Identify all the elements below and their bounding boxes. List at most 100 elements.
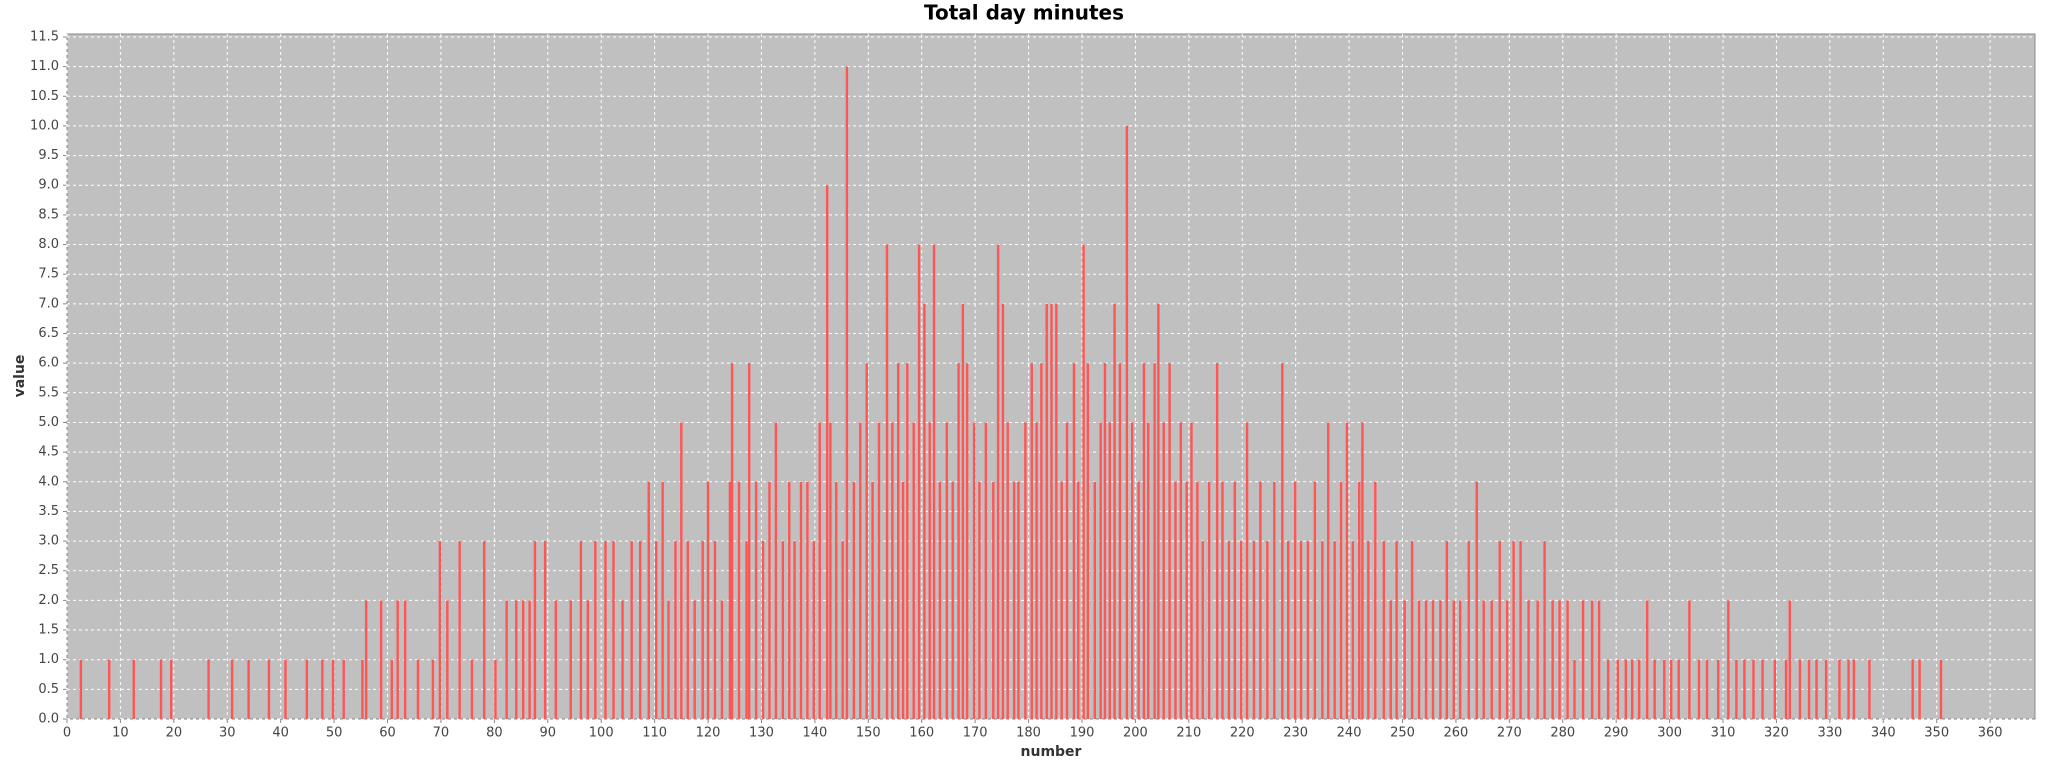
bar [1410, 541, 1414, 719]
bar [379, 600, 383, 719]
y-tick-label: 0.5 [38, 682, 59, 697]
x-tick-label: 110 [642, 726, 667, 741]
bar [1055, 303, 1058, 719]
bar [1137, 481, 1140, 719]
x-tick-label: 210 [1176, 726, 1201, 741]
bar [1697, 659, 1701, 719]
bar [996, 244, 1000, 719]
bar [1382, 541, 1386, 719]
bar [79, 659, 83, 719]
bar [871, 481, 874, 719]
bar [438, 541, 442, 719]
x-tick-label: 220 [1230, 726, 1255, 741]
bar [1788, 600, 1792, 719]
y-tick-label: 3.5 [38, 504, 59, 519]
bar [957, 363, 960, 719]
bar [1286, 541, 1290, 719]
x-tick-label: 280 [1550, 726, 1575, 741]
bar [1259, 481, 1262, 719]
bar [1157, 303, 1160, 719]
bar [1784, 659, 1788, 719]
bar [1374, 481, 1377, 719]
bar [1118, 363, 1122, 719]
bar [1551, 600, 1554, 719]
bar [1245, 422, 1249, 719]
x-tick-label: 330 [1817, 726, 1842, 741]
bar [528, 600, 531, 719]
bar [1752, 659, 1755, 719]
bar [961, 303, 965, 719]
bar [458, 541, 461, 719]
bar [1631, 659, 1634, 719]
bar [754, 481, 758, 719]
bar [1717, 659, 1720, 719]
y-tick-label: 5.0 [38, 415, 59, 430]
bar [431, 659, 435, 719]
bar [604, 541, 607, 719]
y-tick-label: 8.5 [38, 207, 59, 222]
bar [247, 659, 250, 719]
bar [1086, 363, 1090, 719]
bar [1162, 422, 1165, 719]
bar [686, 541, 689, 719]
x-tick-label: 340 [1871, 726, 1896, 741]
bar [818, 422, 821, 719]
y-axis-title: value [12, 355, 28, 398]
bar [978, 481, 981, 719]
bar [1773, 659, 1777, 719]
y-tick-label: 9.5 [38, 148, 59, 163]
bar [1424, 600, 1428, 719]
bar [1035, 422, 1038, 719]
bar [1403, 600, 1406, 719]
x-tick-label: 10 [112, 726, 129, 741]
bar [680, 422, 683, 719]
bar [230, 659, 234, 719]
bar [1389, 600, 1392, 719]
y-tick-label: 11.0 [30, 59, 59, 74]
bar [361, 659, 364, 719]
bar [403, 600, 407, 719]
x-tick-label: 310 [1711, 726, 1736, 741]
bar [586, 600, 590, 719]
bar [1847, 659, 1850, 719]
bar [1475, 481, 1478, 719]
bar [342, 659, 345, 719]
bar [1815, 659, 1818, 719]
bar [906, 363, 909, 719]
bar [865, 363, 868, 719]
bar [1467, 541, 1470, 719]
bar [396, 600, 399, 719]
x-tick-label: 200 [1123, 726, 1148, 741]
bar [1273, 481, 1276, 719]
bar [533, 541, 537, 719]
bar [1190, 422, 1193, 719]
y-tick-label: 5.5 [38, 385, 59, 400]
x-tick-label: 160 [909, 726, 934, 741]
bar [737, 481, 741, 719]
x-tick-label: 290 [1604, 726, 1629, 741]
bar [1663, 659, 1666, 719]
bar [1266, 541, 1269, 719]
bar [693, 600, 696, 719]
bar [701, 541, 704, 719]
x-tick-label: 40 [272, 726, 289, 741]
x-tick-label: 30 [219, 726, 236, 741]
bar [661, 481, 664, 719]
bar [594, 541, 597, 719]
bar [667, 600, 670, 719]
x-tick-label: 140 [802, 726, 827, 741]
bar [1333, 541, 1336, 719]
bar [494, 659, 497, 719]
bar [1367, 541, 1370, 719]
bar [1125, 125, 1129, 720]
bar [1252, 541, 1256, 719]
bar [761, 541, 765, 719]
bar [1358, 481, 1361, 719]
bar [612, 541, 615, 719]
bar [1735, 659, 1738, 719]
bar [1072, 363, 1076, 719]
bar [932, 244, 936, 719]
x-tick-label: 350 [1924, 726, 1949, 741]
bar [1838, 659, 1841, 719]
